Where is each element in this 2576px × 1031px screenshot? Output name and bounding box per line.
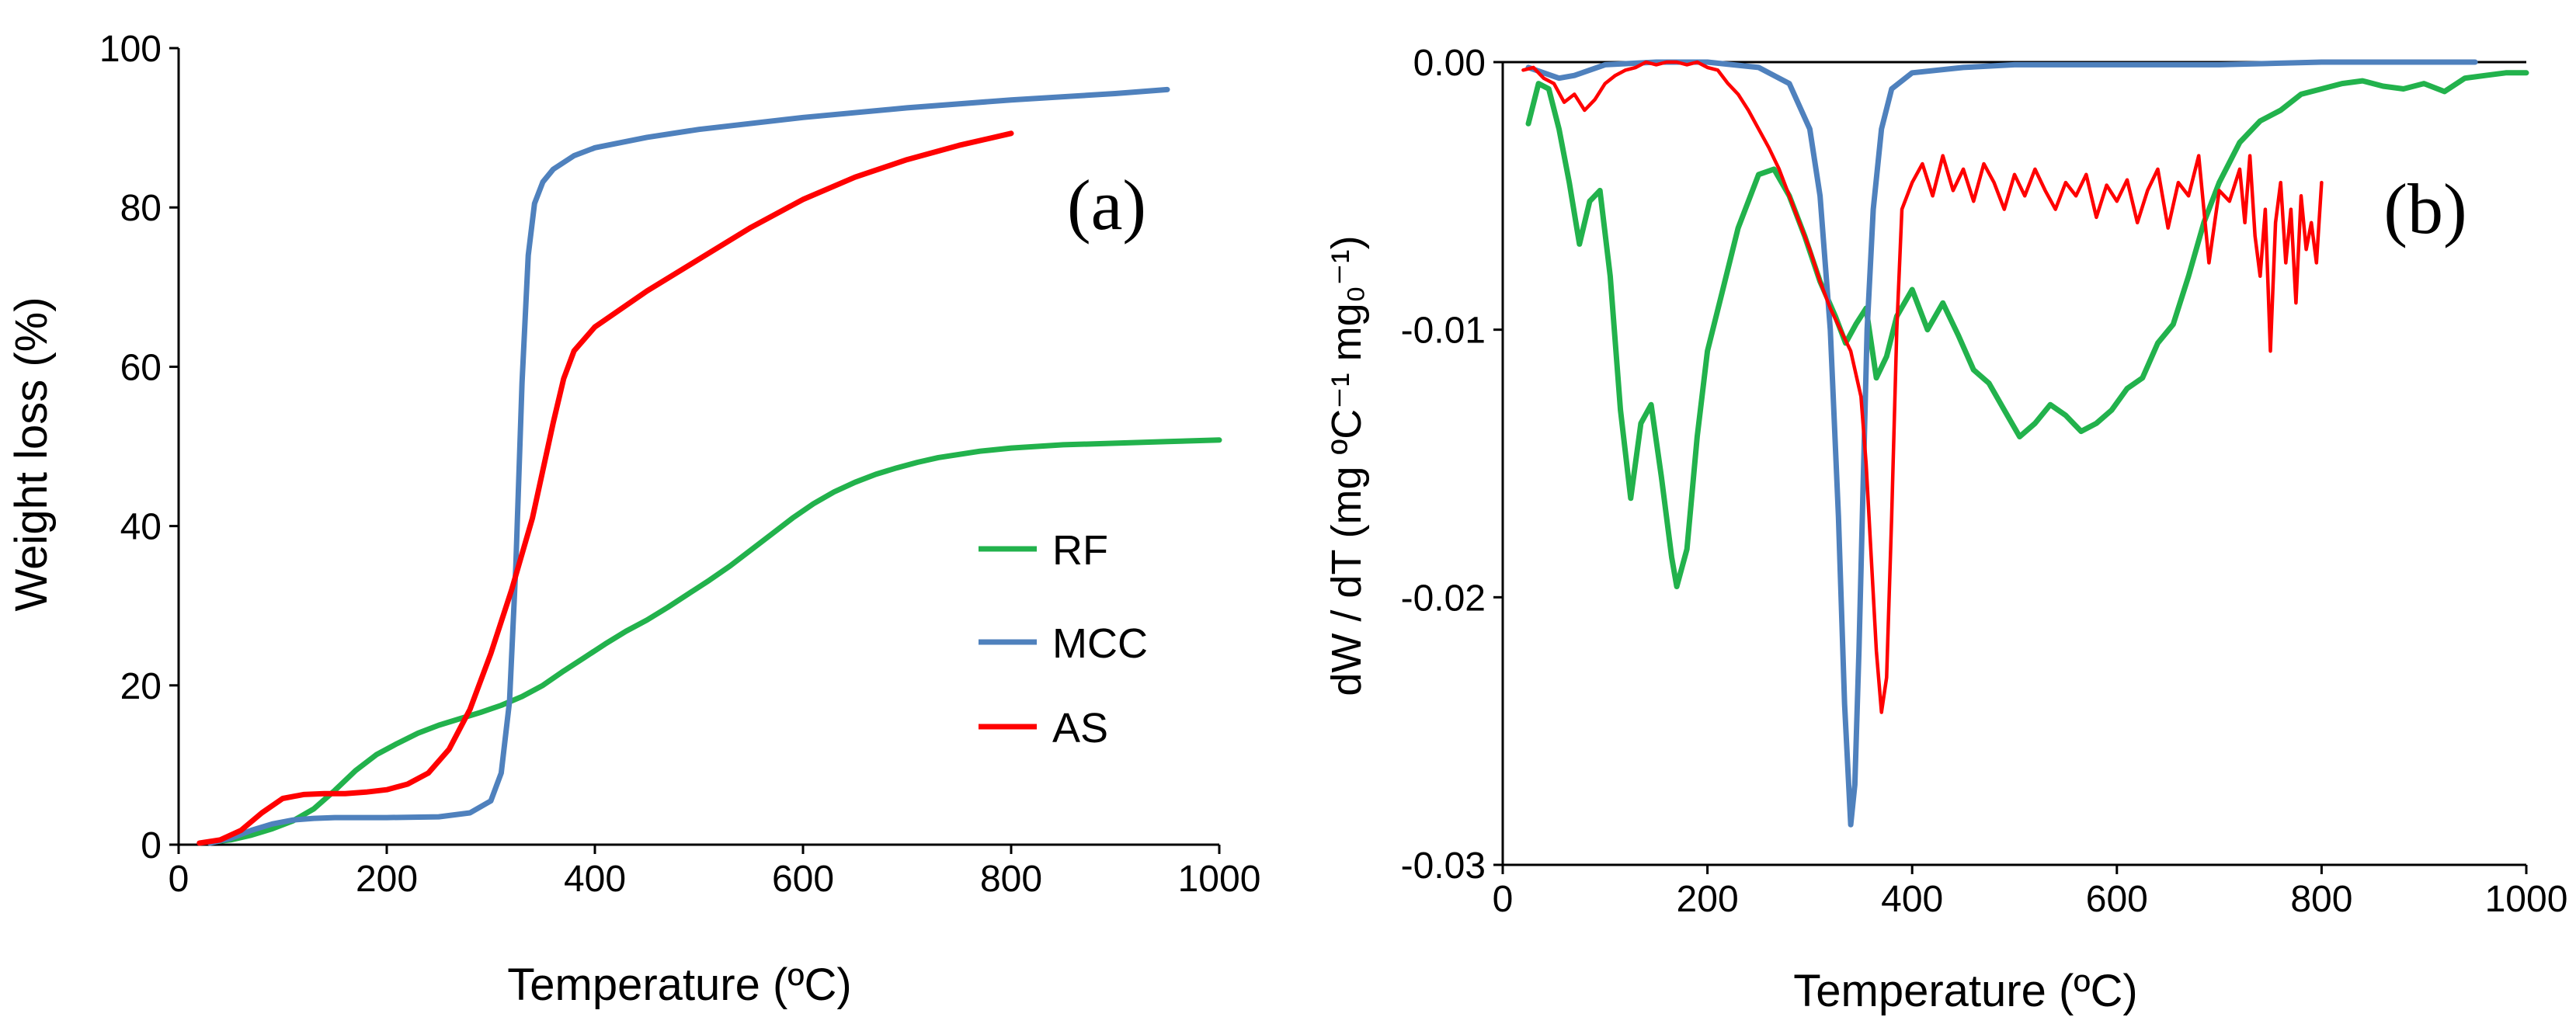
panel-b-y-tick-label: -0.03 xyxy=(1401,845,1486,887)
panel-b-x-axis-label: Temperature (ºC) xyxy=(1793,966,2137,1016)
panel-b-x-tick-label: 400 xyxy=(1881,879,1943,920)
panel-b-x-tick-label: 200 xyxy=(1677,879,1739,920)
panel-a-x-axis-label: Temperature (ºC) xyxy=(507,960,851,1010)
legend-label-mcc: MCC xyxy=(1052,620,1148,667)
legend-label-as: AS xyxy=(1052,705,1108,752)
panel-a-series-mcc-line xyxy=(207,86,1170,846)
panel-a-x-tick-label: 1000 xyxy=(1178,859,1261,900)
panel-a-x-ticks: 0 200 400 600 800 1000 xyxy=(169,845,1261,900)
panel-a-series-as-line xyxy=(196,130,1014,846)
panel-a-x-tick-label: 600 xyxy=(772,859,834,900)
panel-a-y-tick-label: 100 xyxy=(99,29,162,70)
panel-b-y-tick-label: -0.01 xyxy=(1401,311,1486,352)
panel-b-series-rf-line xyxy=(1525,70,2529,589)
chart-panel-a: 0 200 400 600 800 1000 0 20 40 60 80 100 Temperatu… xyxy=(6,29,1260,1010)
panel-b-series-mcc-line xyxy=(1525,59,2478,828)
panel-b-y-tick-label: 0.00 xyxy=(1413,43,1486,84)
panel-a-x-tick-label: 400 xyxy=(564,859,626,900)
panel-b-x-tick-label: 600 xyxy=(2086,879,2148,920)
panel-a-x-tick-label: 0 xyxy=(169,859,189,900)
chart-panel-b: 0 200 400 600 800 1000 0.00 -0.01 -0.02 -0.03 Te… xyxy=(1323,43,2567,1016)
panel-a-y-tick-label: 20 xyxy=(120,666,162,707)
panel-b-series xyxy=(1521,59,2529,828)
panel-b-y-tick-label: -0.02 xyxy=(1401,578,1486,619)
panel-a-y-ticks: 0 20 40 60 80 100 xyxy=(99,29,179,866)
panel-a-y-axis-label: Weight loss (%) xyxy=(6,297,57,611)
panel-a-y-tick-label: 0 xyxy=(141,825,162,866)
panel-a-series xyxy=(196,86,1222,846)
panel-a-x-tick-label: 200 xyxy=(356,859,418,900)
panel-b-y-axis-label: dW / dT (mg ºC⁻¹ mg₀⁻¹) xyxy=(1323,235,1370,696)
panel-b-label: (b) xyxy=(2383,169,2466,248)
panel-a-y-tick-label: 80 xyxy=(120,188,162,229)
panel-b-x-tick-label: 800 xyxy=(2290,879,2352,920)
panel-a-axes xyxy=(177,48,1219,846)
panel-a-x-tick-label: 800 xyxy=(980,859,1042,900)
panel-a-label: (a) xyxy=(1067,165,1146,245)
panel-b-x-tick-label: 1000 xyxy=(2485,879,2568,920)
panel-a-y-tick-label: 60 xyxy=(120,347,162,388)
panel-b-y-ticks: 0.00 -0.01 -0.02 -0.03 xyxy=(1401,43,1503,887)
panel-a-legend: RF MCC AS xyxy=(979,527,1148,752)
panel-b-series-as-line xyxy=(1521,60,2324,714)
panel-a-series-rf-line xyxy=(207,437,1222,845)
panel-a-y-tick-label: 40 xyxy=(120,507,162,548)
panel-b-x-tick-label: 0 xyxy=(1493,879,1514,920)
panel-b-x-ticks: 0 200 400 600 800 1000 xyxy=(1493,865,2568,920)
legend-label-rf: RF xyxy=(1052,527,1108,574)
